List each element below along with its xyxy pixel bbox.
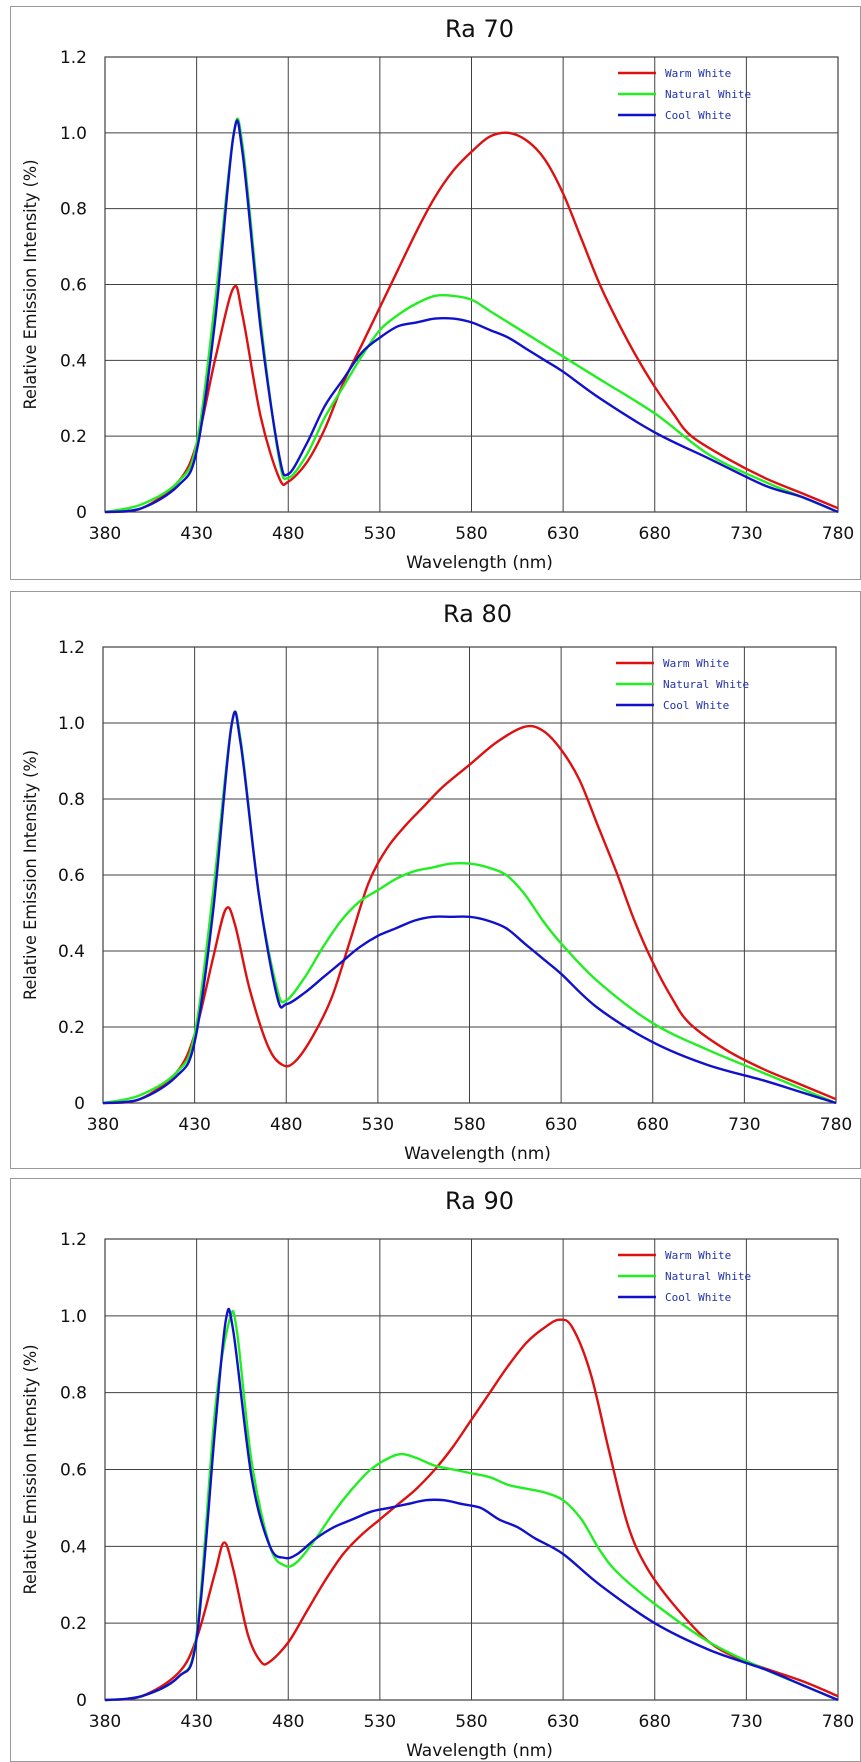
x-tick-label: 530 (364, 1712, 396, 1732)
y-tick-label: 0.6 (60, 1461, 87, 1481)
legend-entry: Warm White (665, 1249, 731, 1262)
y-tick-label: 0.4 (60, 1537, 87, 1557)
y-tick-label: 0 (76, 1691, 87, 1711)
x-tick-label: 630 (547, 1712, 579, 1732)
y-tick-label: 0.8 (60, 1384, 87, 1404)
x-tick-label: 430 (180, 1712, 212, 1732)
x-tick-label: 380 (89, 1712, 121, 1732)
y-tick-label: 1.2 (60, 1230, 87, 1250)
y-tick-label: 0.2 (60, 1614, 87, 1634)
x-tick-label: 580 (455, 1712, 487, 1732)
x-tick-label: 730 (730, 1712, 762, 1732)
x-axis-label: Wavelength (nm) (406, 1741, 553, 1761)
legend-entry: Cool White (665, 1291, 731, 1304)
x-tick-label: 780 (822, 1712, 854, 1732)
y-tick-label: 1.0 (60, 1307, 87, 1327)
x-tick-label: 480 (272, 1712, 304, 1732)
x-tick-label: 680 (639, 1712, 671, 1732)
y-axis-label: Relative Emission Intensity (%) (21, 1345, 41, 1595)
chart-title: Ra 90 (445, 1187, 514, 1215)
legend-entry: Natural White (665, 1270, 751, 1283)
